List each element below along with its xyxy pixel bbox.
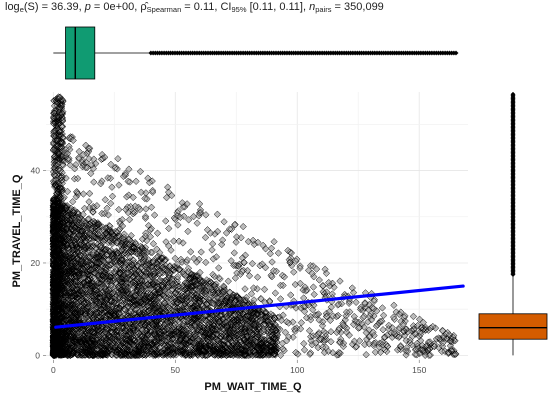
x-box-outliers [148,50,459,56]
rho-value: = 0.11, CI [181,1,232,13]
y-axis-label: PM_TRAVEL_TIME_Q [11,174,23,287]
log-label: log [5,1,20,13]
x-ticks: 0 50 100 150 [51,360,427,375]
n-subscript: pairs [315,5,332,14]
y-ticks: 0 20 40 [31,166,46,360]
x-tick-label: 0 [51,365,56,375]
y-tick-label: 20 [31,258,41,268]
x-tick-label: 150 [412,365,426,375]
rho-label: ρ̂ [140,1,147,13]
stats-header: loge(S) = 36.39, p = 0e+00, ρ̂Spearman =… [5,1,384,14]
ci-value: [0.11, 0.11], [246,1,310,13]
y-box-iqr [478,313,548,340]
x-tick-label: 50 [171,365,181,375]
y-box-outliers [510,91,516,278]
x-marginal-boxplot [53,26,459,80]
y-tick-label: 40 [31,166,41,176]
log-subscript: e [19,5,24,14]
scatter-points [49,93,460,360]
rho-subscript: Spearman [146,5,182,14]
x-tick-label: 100 [290,365,304,375]
x-axis-label: PM_WAIT_TIME_Q [204,381,302,393]
n-label: n [309,1,316,13]
log-expression: (S) = 36.39, [23,1,85,13]
fit-line [54,284,465,329]
y-marginal-boxplot [478,91,548,356]
x-box-iqr [65,26,96,80]
scatter-point-cloud [49,93,460,360]
p-value: = 0e+00, [90,1,141,13]
y-tick-label: 0 [35,350,40,360]
ci-subscript: 95% [231,5,247,14]
p-label: p [84,1,91,13]
fit-line-group [54,284,465,329]
n-value: = 350,099 [331,1,384,13]
